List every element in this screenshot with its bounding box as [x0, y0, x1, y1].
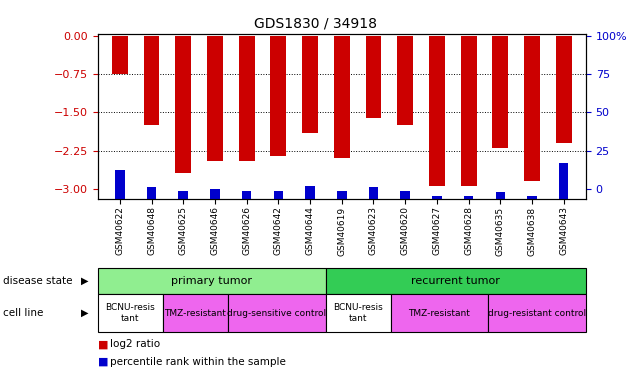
- Bar: [178, 190, 188, 199]
- Text: ■: ■: [98, 357, 108, 367]
- Bar: [398, 36, 413, 125]
- Bar: [306, 186, 315, 199]
- Bar: [326, 294, 391, 332]
- Bar: [401, 190, 410, 199]
- Bar: [391, 294, 488, 332]
- Text: ▶: ▶: [81, 308, 89, 318]
- Bar: [98, 268, 326, 294]
- Text: drug-sensitive control: drug-sensitive control: [227, 309, 326, 318]
- Text: recurrent tumor: recurrent tumor: [411, 276, 500, 286]
- Text: percentile rank within the sample: percentile rank within the sample: [110, 357, 286, 367]
- Text: GDS1830 / 34918: GDS1830 / 34918: [253, 17, 377, 31]
- Text: primary tumor: primary tumor: [171, 276, 252, 286]
- Bar: [326, 268, 586, 294]
- Text: BCNU-resis
tant: BCNU-resis tant: [105, 303, 155, 323]
- Bar: [334, 36, 350, 158]
- Bar: [112, 36, 128, 74]
- Bar: [207, 36, 223, 160]
- Bar: [98, 294, 163, 332]
- Bar: [210, 189, 220, 199]
- Bar: [369, 188, 378, 199]
- Text: TMZ-resistant: TMZ-resistant: [164, 309, 226, 318]
- Bar: [302, 36, 318, 133]
- Bar: [365, 36, 381, 117]
- Bar: [242, 190, 251, 199]
- Bar: [273, 190, 283, 199]
- Bar: [432, 195, 442, 199]
- Bar: [270, 36, 286, 156]
- Bar: [228, 294, 326, 332]
- Bar: [493, 36, 508, 148]
- Text: ▶: ▶: [81, 276, 89, 286]
- Bar: [559, 163, 568, 199]
- Bar: [115, 170, 125, 199]
- Text: ■: ■: [98, 339, 108, 349]
- Text: drug-resistant control: drug-resistant control: [488, 309, 586, 318]
- Bar: [429, 36, 445, 186]
- Bar: [337, 190, 346, 199]
- Bar: [556, 36, 571, 143]
- Bar: [527, 195, 537, 199]
- Bar: [163, 294, 228, 332]
- Text: log2 ratio: log2 ratio: [110, 339, 161, 349]
- Bar: [524, 36, 540, 181]
- Text: cell line: cell line: [3, 308, 43, 318]
- Bar: [175, 36, 191, 173]
- Bar: [488, 294, 586, 332]
- Bar: [496, 192, 505, 199]
- Text: TMZ-resistant: TMZ-resistant: [408, 309, 471, 318]
- Bar: [239, 36, 255, 160]
- Bar: [147, 188, 156, 199]
- Bar: [464, 195, 473, 199]
- Bar: [144, 36, 159, 125]
- Bar: [461, 36, 476, 186]
- Text: disease state: disease state: [3, 276, 72, 286]
- Text: BCNU-resis
tant: BCNU-resis tant: [333, 303, 383, 323]
